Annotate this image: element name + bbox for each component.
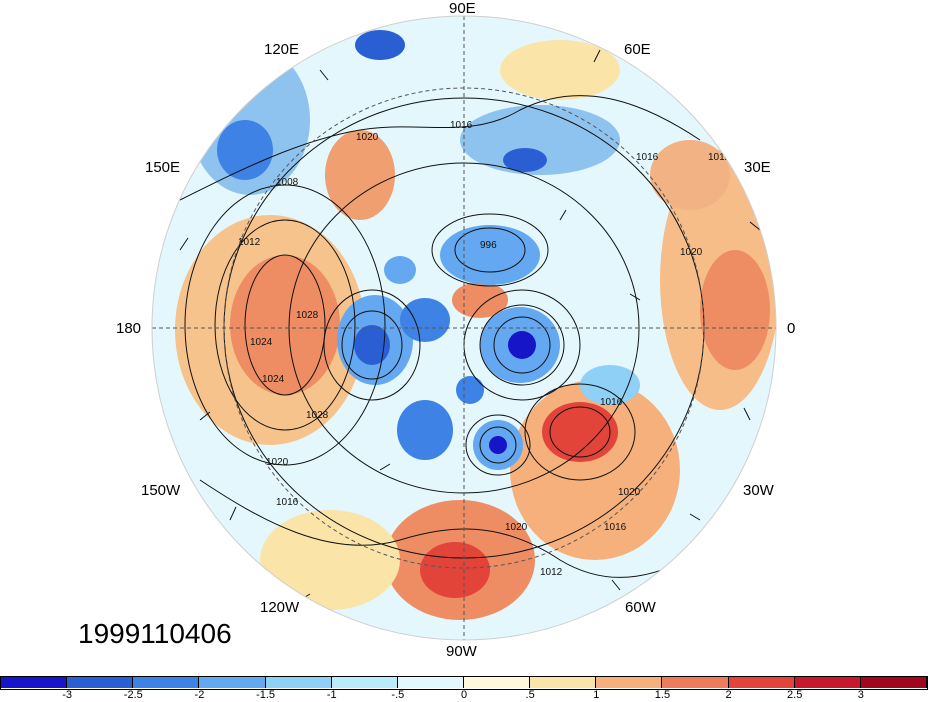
lon-label-60e: 60E [624, 41, 651, 58]
lon-label-90e: 90E [449, 0, 476, 17]
contour-label: 1016 [450, 120, 473, 131]
colorbar-tick-label: 1.5 [654, 689, 671, 701]
colorbar-tick-label: -2 [194, 689, 205, 701]
colorbar-box [464, 676, 531, 688]
colorbar-box [133, 676, 200, 688]
colorbar-box [530, 676, 597, 688]
date-label: 1999110406 [78, 618, 232, 649]
contour-label: 1020 [618, 487, 641, 498]
colorbar-tick-label: -3 [62, 689, 73, 701]
colorbar-box [794, 676, 861, 688]
lon-label-180: 180 [116, 320, 142, 337]
contour-label: 1016 [636, 152, 659, 163]
lon-label-120e: 120E [264, 41, 300, 58]
colorbar-box [199, 676, 266, 688]
lon-label-150w: 150W [141, 482, 181, 499]
contour-label: 1012 [540, 567, 563, 578]
contour-label: 1008 [276, 177, 299, 188]
contour-label: 1028 [296, 310, 319, 321]
colorbar-tick-label: 3 [857, 689, 864, 701]
colorbar-tick-label: -1.5 [256, 689, 276, 701]
lon-label-0: 0 [787, 320, 796, 337]
colorbar-box [596, 676, 663, 688]
colorbar-box [265, 676, 332, 688]
colorbar-tick-label: 2.5 [787, 689, 803, 701]
lon-label-120w: 120W [260, 599, 300, 616]
colorbar-tick-label: -1 [326, 689, 337, 701]
contour-label: 1020 [356, 132, 379, 143]
contour-label: 1012 [708, 152, 731, 163]
colorbar-tick-label: .5 [525, 689, 535, 701]
contour-label: 1028 [306, 410, 329, 421]
contour-label: 1024 [250, 337, 273, 348]
colorbar-tick-label: 0 [460, 689, 468, 701]
colorbar-tick-label: -.5 [391, 689, 405, 701]
lon-label-30w: 30W [743, 482, 774, 499]
contour-label: 1024 [262, 374, 285, 385]
contour-label: 1020 [266, 457, 289, 468]
contour-label: 1020 [680, 247, 703, 258]
colorbar-box [1, 676, 68, 688]
colorbar-box [331, 676, 398, 688]
lon-label-150e: 150E [145, 159, 181, 176]
contour-label: 1012 [238, 237, 261, 248]
graticule [152, 16, 776, 640]
anomaly-field: 996 1008 1012 1012 1012 1016 1016 1016 1… [152, 16, 776, 640]
contour-label: 1020 [505, 522, 528, 533]
colorbar-box [860, 676, 927, 688]
colorbar-tick-label: 2 [725, 689, 732, 701]
colorbar-box [67, 676, 134, 688]
contour-label: 1016 [276, 497, 299, 508]
colorbar-box [728, 676, 795, 688]
colorbar-box [397, 676, 464, 688]
colorbar-frame [0, 676, 928, 690]
colorbar-tick-label: 1 [593, 689, 600, 701]
map-boundary [151, 15, 777, 641]
colorbar-box [662, 676, 729, 688]
contour-label: 1016 [600, 397, 623, 408]
contour-label: 996 [480, 240, 497, 251]
lon-label-90w: 90W [446, 643, 477, 660]
lon-label-60w: 60W [625, 599, 656, 616]
contour-label: 1016 [604, 522, 627, 533]
colorbar-tick-label: -2.5 [123, 689, 143, 701]
colorbar: -3 -2.5 -2 -1.5 -1 -.5 0 .5 1 1.5 2 2.5 3 [0, 676, 928, 702]
lon-label-30e: 30E [744, 159, 771, 176]
